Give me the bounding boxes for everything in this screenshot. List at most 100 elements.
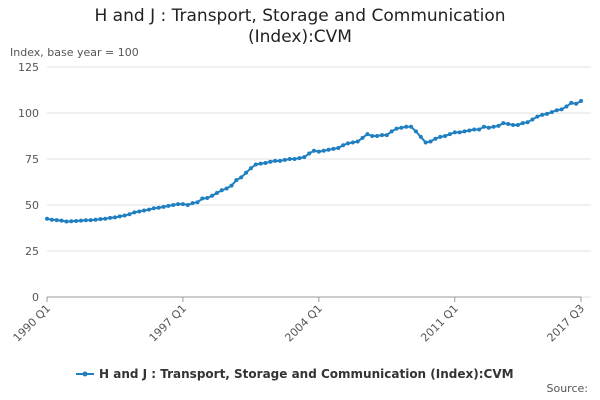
data-point [205, 196, 210, 201]
data-point [74, 219, 79, 224]
data-point [244, 170, 249, 175]
data-point [447, 132, 452, 137]
data-point [127, 212, 132, 217]
data-point [467, 128, 472, 133]
data-point [341, 143, 346, 148]
data-point [511, 122, 516, 127]
series-line [46, 100, 582, 223]
data-point [273, 158, 278, 163]
data-point [278, 158, 283, 163]
data-point [229, 183, 234, 188]
data-point [399, 125, 404, 130]
data-point [321, 148, 326, 153]
data-point [142, 208, 147, 213]
data-point [545, 111, 550, 116]
data-point [312, 148, 316, 153]
x-tick-label: 1997 Q1 [147, 302, 190, 345]
data-point [195, 200, 200, 205]
data-point [345, 141, 350, 146]
data-point [224, 186, 229, 191]
data-point [515, 122, 520, 127]
y-tick-label: 50 [25, 199, 39, 212]
source: Source: [547, 382, 589, 395]
data-point [239, 175, 244, 180]
data-point [506, 122, 511, 127]
data-point [234, 178, 239, 183]
data-point [268, 159, 273, 164]
data-point [180, 202, 185, 207]
data-point [535, 114, 540, 119]
data-point [190, 201, 195, 206]
data-point [540, 112, 545, 117]
data-point [394, 126, 399, 131]
data-point [549, 110, 554, 115]
data-point [472, 127, 477, 132]
data-point [389, 129, 394, 134]
data-point [88, 218, 93, 223]
data-point [370, 134, 375, 138]
y-tick-label: 25 [25, 245, 39, 258]
data-point [579, 99, 583, 104]
y-tick-label: 100 [18, 107, 39, 120]
data-point [132, 210, 137, 215]
data-point [112, 215, 117, 220]
data-point [350, 140, 355, 145]
x-tick-label: 2004 Q1 [282, 302, 325, 345]
data-point [166, 203, 171, 208]
data-point [103, 216, 108, 221]
data-point [210, 193, 215, 198]
data-point [292, 157, 297, 161]
data-point [331, 146, 336, 151]
data-point [375, 134, 380, 138]
data-point [423, 140, 428, 145]
data-point [93, 217, 98, 222]
data-point [574, 101, 579, 106]
data-point [161, 204, 166, 209]
y-tick-label: 75 [25, 153, 39, 166]
data-point [253, 162, 258, 167]
data-point [360, 135, 365, 140]
data-point [258, 161, 263, 166]
data-point [559, 107, 564, 112]
data-point [438, 134, 443, 139]
data-point [413, 129, 418, 134]
data-point [486, 125, 491, 130]
data-point [200, 196, 205, 201]
x-tick-label: 2011 Q1 [418, 302, 461, 345]
data-point [54, 218, 59, 223]
data-point [297, 156, 302, 161]
data-point [83, 218, 88, 223]
legend-marker [82, 371, 88, 377]
data-point [530, 117, 535, 122]
data-point [219, 188, 224, 193]
data-point [248, 166, 253, 171]
data-point [64, 219, 69, 224]
data-point [384, 133, 389, 138]
data-point [501, 121, 506, 126]
data-point [108, 215, 113, 220]
data-point [171, 203, 176, 207]
data-point [525, 120, 530, 125]
legend-label: H and J : Transport, Storage and Communi… [99, 367, 514, 381]
data-point [302, 155, 307, 160]
data-point [520, 121, 525, 126]
data-point [433, 136, 438, 141]
data-point [409, 124, 414, 129]
data-point [122, 213, 127, 218]
data-point [146, 207, 151, 212]
data-point [59, 218, 64, 223]
data-point [491, 124, 496, 129]
data-point [496, 123, 501, 128]
y-axis-label: Index, base year = 100 [10, 46, 139, 59]
data-point [462, 129, 467, 134]
data-point [185, 203, 190, 207]
data-point [452, 130, 457, 135]
data-point [326, 147, 331, 152]
data-point [564, 104, 569, 109]
data-point [176, 202, 181, 207]
data-point [569, 100, 574, 105]
data-point [137, 209, 142, 214]
data-point [69, 219, 74, 224]
y-tick-label: 125 [18, 61, 39, 74]
